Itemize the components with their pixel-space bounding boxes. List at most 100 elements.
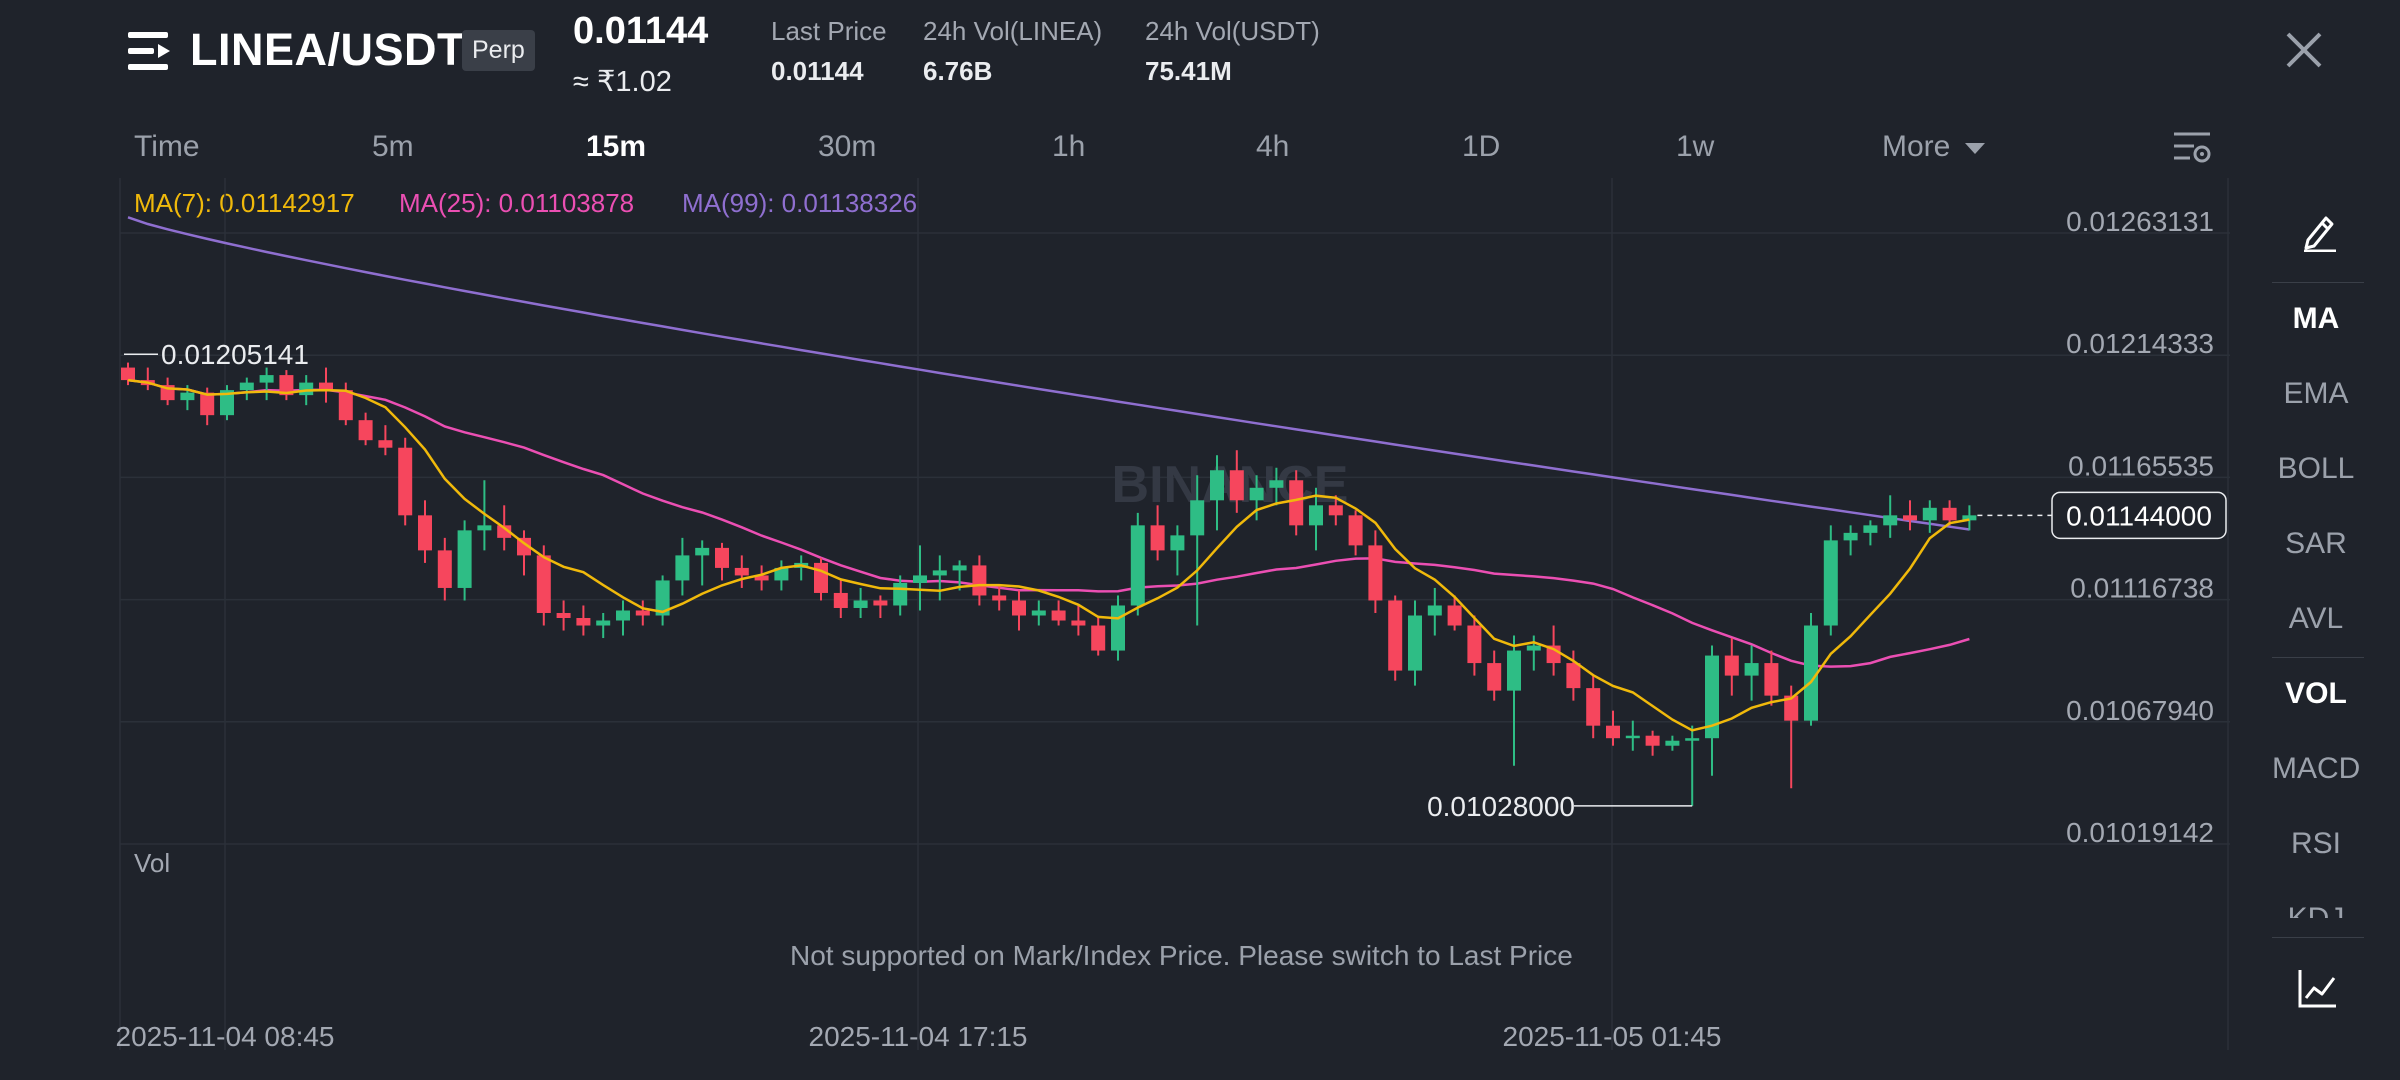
ma99-legend: MA(99): 0.01138326 xyxy=(682,188,918,218)
candle xyxy=(734,567,749,576)
candle xyxy=(1071,620,1086,626)
ma25-line xyxy=(127,378,1970,668)
candle xyxy=(1348,515,1363,546)
candle xyxy=(1012,600,1026,616)
tab-1d[interactable]: 1D xyxy=(1462,130,1501,163)
x-tick-label: 2025-11-05 01:45 xyxy=(1503,1021,1722,1052)
high-price-label: 0.01205141 xyxy=(161,339,309,370)
sidebar-divider xyxy=(2272,282,2364,283)
ma7-legend: MA(7): 0.01142917 xyxy=(134,188,355,218)
tab-30m[interactable]: 30m xyxy=(818,130,877,163)
candle xyxy=(437,550,452,588)
candle xyxy=(457,530,472,588)
sidebar-item-rsi[interactable]: RSI xyxy=(2290,827,2341,860)
caret-down-icon xyxy=(1964,143,1985,155)
candle xyxy=(1645,735,1660,746)
tab-1w[interactable]: 1w xyxy=(1676,130,1715,163)
candle xyxy=(695,547,710,556)
candle xyxy=(1427,605,1442,616)
candle xyxy=(1665,740,1680,746)
tab-5m[interactable]: 5m xyxy=(372,130,414,163)
pair-title[interactable]: LINEA/USDT xyxy=(190,24,465,75)
candle xyxy=(1309,505,1323,526)
sidebar-item-kdj[interactable]: KDJ xyxy=(2272,902,2360,918)
close-icon[interactable] xyxy=(2282,28,2326,72)
candle xyxy=(1823,540,1838,626)
candle xyxy=(833,592,848,608)
tab-4h[interactable]: 4h xyxy=(1256,130,1290,163)
candle xyxy=(259,375,274,383)
header-price: 0.01144 xyxy=(573,10,709,52)
candle xyxy=(913,575,927,583)
sidebar-divider xyxy=(2272,657,2364,658)
perp-badge: Perp xyxy=(462,30,535,71)
candle xyxy=(1843,532,1858,541)
low-price-label: 0.01028000 xyxy=(1427,791,1575,822)
sidebar-item-vol[interactable]: VOL xyxy=(2285,677,2347,710)
candle xyxy=(1289,480,1304,526)
header-price-inr: ≈ ₹1.02 xyxy=(573,66,672,98)
indicator-chart-icon[interactable] xyxy=(2298,968,2338,1008)
candle xyxy=(1170,535,1185,551)
current-price-tag xyxy=(2051,491,2227,540)
sidebar-item-sar[interactable]: SAR xyxy=(2285,527,2347,560)
sidebar-item-ma[interactable]: MA xyxy=(2292,302,2340,335)
last-price-value: 0.01144 xyxy=(771,56,864,86)
candle xyxy=(1685,738,1700,741)
sidebar-item-boll[interactable]: BOLL xyxy=(2277,452,2355,485)
tab-15m[interactable]: 15m xyxy=(586,130,647,163)
candle xyxy=(1566,663,1581,689)
ma25-legend: MA(25): 0.01103878 xyxy=(399,188,635,218)
candle xyxy=(1130,525,1145,606)
vol-base-label: 24h Vol(LINEA) xyxy=(923,16,1103,46)
candle xyxy=(635,610,650,616)
candle xyxy=(893,582,908,606)
candle xyxy=(1507,650,1521,691)
y-tick-label: 0.01116738 xyxy=(2070,573,2214,604)
candle xyxy=(180,392,195,401)
y-tick-label: 0.01263131 xyxy=(2066,206,2214,237)
candle xyxy=(418,515,432,551)
y-tick-label: 0.01165535 xyxy=(2068,450,2214,481)
sidebar-item-avl[interactable]: AVL xyxy=(2288,602,2344,635)
candle xyxy=(517,537,531,556)
candle xyxy=(239,382,254,391)
sidebar-item-ema[interactable]: EMA xyxy=(2283,377,2349,410)
x-tick-label: 2025-11-04 17:15 xyxy=(809,1021,1028,1052)
chart-settings-icon[interactable] xyxy=(2172,128,2212,168)
tab-more[interactable]: More xyxy=(1882,130,1985,164)
tab-time[interactable]: Time xyxy=(134,130,200,163)
candle xyxy=(1526,645,1541,651)
candle xyxy=(754,575,769,581)
candle xyxy=(655,580,670,616)
sidebar-item-macd[interactable]: MACD xyxy=(2272,752,2361,785)
candle xyxy=(1942,507,1957,521)
draw-tool-icon[interactable] xyxy=(2298,210,2340,252)
menu-icon[interactable] xyxy=(126,30,172,72)
candle xyxy=(299,382,314,396)
candle xyxy=(378,440,393,448)
candle xyxy=(1328,505,1343,516)
tab-more-label: More xyxy=(1882,130,1951,163)
sidebar-clip: KDJ xyxy=(2272,898,2364,918)
candle xyxy=(1586,688,1601,726)
candle xyxy=(200,392,215,416)
tab-1h[interactable]: 1h xyxy=(1052,130,1086,163)
vol-quote-value: 75.41M xyxy=(1145,56,1232,86)
current-price-label: 0.01144000 xyxy=(2066,500,2212,531)
candle xyxy=(1922,507,1937,521)
candle xyxy=(972,565,987,596)
candle xyxy=(279,375,294,396)
candle xyxy=(1962,515,1977,521)
candle xyxy=(1744,663,1759,676)
candle xyxy=(477,525,492,531)
candle xyxy=(1229,470,1244,501)
candle xyxy=(853,600,868,608)
y-tick-label: 0.01019142 xyxy=(2066,817,2214,848)
candle xyxy=(715,547,729,568)
vol-quote-label: 24h Vol(USDT) xyxy=(1145,16,1320,46)
candle xyxy=(556,612,571,619)
candle xyxy=(1487,663,1502,691)
candle xyxy=(1705,655,1719,739)
